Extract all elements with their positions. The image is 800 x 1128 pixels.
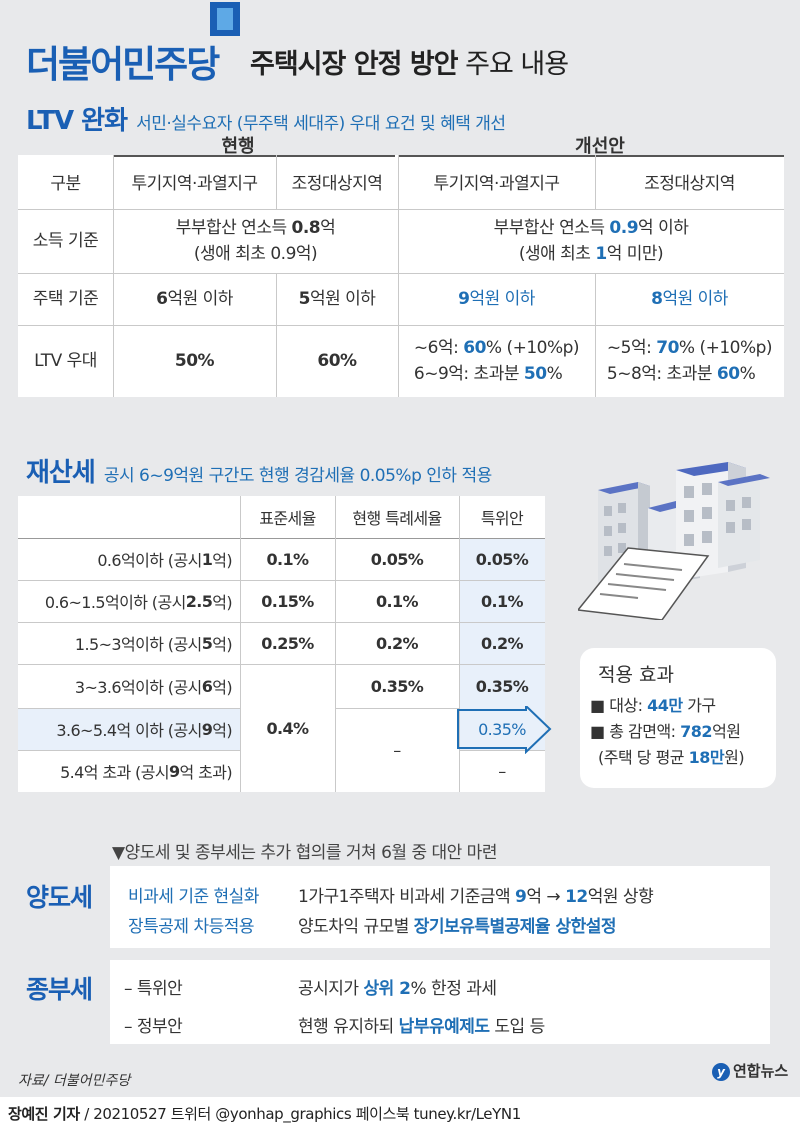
row-label-ltv: LTV 우대 [34,351,97,371]
ltv-imp-adjustment: ~5억: 70% (+10%p) 5~8억: 초과분 60% [606,338,773,384]
effect-average: (주택 당 평균 18만원) [598,748,745,767]
comp-row2-text: 현행 유지하되 납부유예제도 도입 등 [298,1017,545,1037]
house-imp-adjustment: 8 억원 이하 [651,289,728,309]
ltv-cur-speculation: 50% [174,351,215,371]
std-rate: 0.15% [261,591,314,611]
ltv-imp-speculation: ~6억: 60% (+10%p) 6~9억: 초과분 50% [413,338,580,384]
table-row: 3~3.6억이하 (공시 6 억) [74,676,233,698]
credit-line: 장예진 기자 / 20210527 트위터 @yonhap_graphics 페… [8,1105,521,1123]
std-rate: 0.25% [261,633,314,653]
tax-header-proposal: 특위안 [480,509,524,528]
cur-rate-merged: – [393,740,401,760]
comp-tax-title: 종부세 [26,975,93,1004]
source-note: 자료/ 더불어민주당 [18,1073,131,1089]
house-cur-speculation: 6 억원 이하 [156,289,233,309]
transfer-tax-title: 양도세 [26,883,93,912]
col-header-cur-adjustment: 조정대상지역 [291,174,383,194]
table-row: 1.5~3억이하 (공시 5 억) [74,633,233,655]
property-tax-table: 표준세율 현행 특례세율 특위안 0.6억이하 (공시 1 억) 0.6~1.5억… [18,496,545,792]
tax-section-subtitle: 공시 6~9억원 구간도 현행 경감세율 0.05%p 인하 적용 [103,466,492,486]
row-label-house: 주택 기준 [32,289,99,309]
tax-header-standard: 표준세율 [259,509,316,528]
transfer-row1-label: 비과세 기준 현실화 [128,887,259,907]
apartment-building-icon [578,462,770,620]
cur-rate: 0.05% [370,549,424,569]
ltv-section-subtitle: 서민·실수요자 (무주택 세대주) 우대 요건 및 혜택 개선 [136,114,506,134]
std-rate: 0.1% [266,549,310,569]
effect-total-reduction: ■ 총 감면액: 782억원 [590,722,741,741]
prop-rate: 0.2% [481,633,524,653]
ltv-section-title: LTV 완화 서민·실수요자 (무주택 세대주) 우대 요건 및 혜택 개선 [26,106,506,136]
effect-summary: 적용 효과 ■ 대상: 44만 가구 ■ 총 감면액: 782억원 (주택 당 … [580,648,776,788]
brand-logo: 더불어민주당 [26,43,220,86]
group-current-label: 현행 [221,136,255,157]
page-title: 주택시장 안정 방안 주요 내용 [250,49,569,80]
comp-row2-label: – 정부안 [124,1017,183,1037]
transfer-row2-text: 양도차익 규모별 장기보유특별공제율 상한설정 [298,917,617,937]
notice-text: ▼양도세 및 종부세는 추가 협의를 거쳐 6월 중 대안 마련 [112,843,497,863]
prop-rate: 0.35% [475,676,529,696]
yonhap-logo-icon: y [712,1063,730,1081]
comp-row1-label: – 특위안 [124,979,183,999]
transfer-tax-box [110,866,770,948]
col-header-imp-adjustment: 조정대상지역 [644,174,735,194]
effect-target: ■ 대상: 44만 가구 [590,696,716,715]
house-cur-adjustment: 5 억원 이하 [298,289,376,309]
income-current: 부부합산 연소득 0.8억 (생애 최초 0.9억) [175,218,336,264]
house-imp-speculation: 9 억원 이하 [458,289,535,309]
transfer-row1-text: 1가구1주택자 비과세 기준금액 9억 → 12억원 상향 [298,887,654,907]
cur-rate: 0.35% [370,676,424,696]
std-rate-merged: 0.4% [266,718,310,738]
comp-row1-text: 공시지가 상위 2% 한정 과세 [298,979,497,999]
table-row: 0.6~1.5억이하 (공시 2.5 억) [44,591,233,613]
group-improved-label: 개선안 [575,136,625,157]
prop-rate-highlight: 0.35% [478,719,526,739]
table-row: 3.6~5.4억 이하 (공시 9 억) [56,719,232,741]
prop-rate: 0.1% [481,591,524,611]
tax-section-title: 재산세 공시 6~9억원 구간도 현행 경감세율 0.05%p 인하 적용 [26,458,492,488]
prop-rate: 0.05% [475,549,529,569]
row-label-income: 소득 기준 [32,231,99,251]
cur-rate: 0.1% [376,591,419,611]
ltv-cur-adjustment: 60% [317,351,357,371]
table-row: 0.6억이하 (공시 1 억) [97,549,232,571]
effect-title: 적용 효과 [598,664,674,686]
yonhap-logo: y 연합뉴스 [712,1060,788,1081]
col-header-cur-speculation: 투기지역·과열지구 [131,174,258,194]
transfer-row2-label: 장특공제 차등적용 [128,917,255,937]
credit-bar [0,1097,800,1128]
income-improved: 부부합산 연소득 0.9억 이하 (생애 최초 1억 미만) [493,218,689,264]
col-header-imp-speculation: 투기지역·과열지구 [433,174,560,194]
brand-flag-icon [210,2,240,36]
prop-rate: – [498,761,506,781]
col-header-category: 구분 [50,174,81,194]
ltv-table: 구분 투기지역·과열지구 조정대상지역 투기지역·과열지구 조정대상지역 소득 … [18,155,784,397]
tax-header-current: 현행 특례세율 [352,509,442,528]
cur-rate: 0.2% [376,633,419,653]
arrow-callout-icon [457,706,552,754]
comp-tax-box [110,960,770,1044]
